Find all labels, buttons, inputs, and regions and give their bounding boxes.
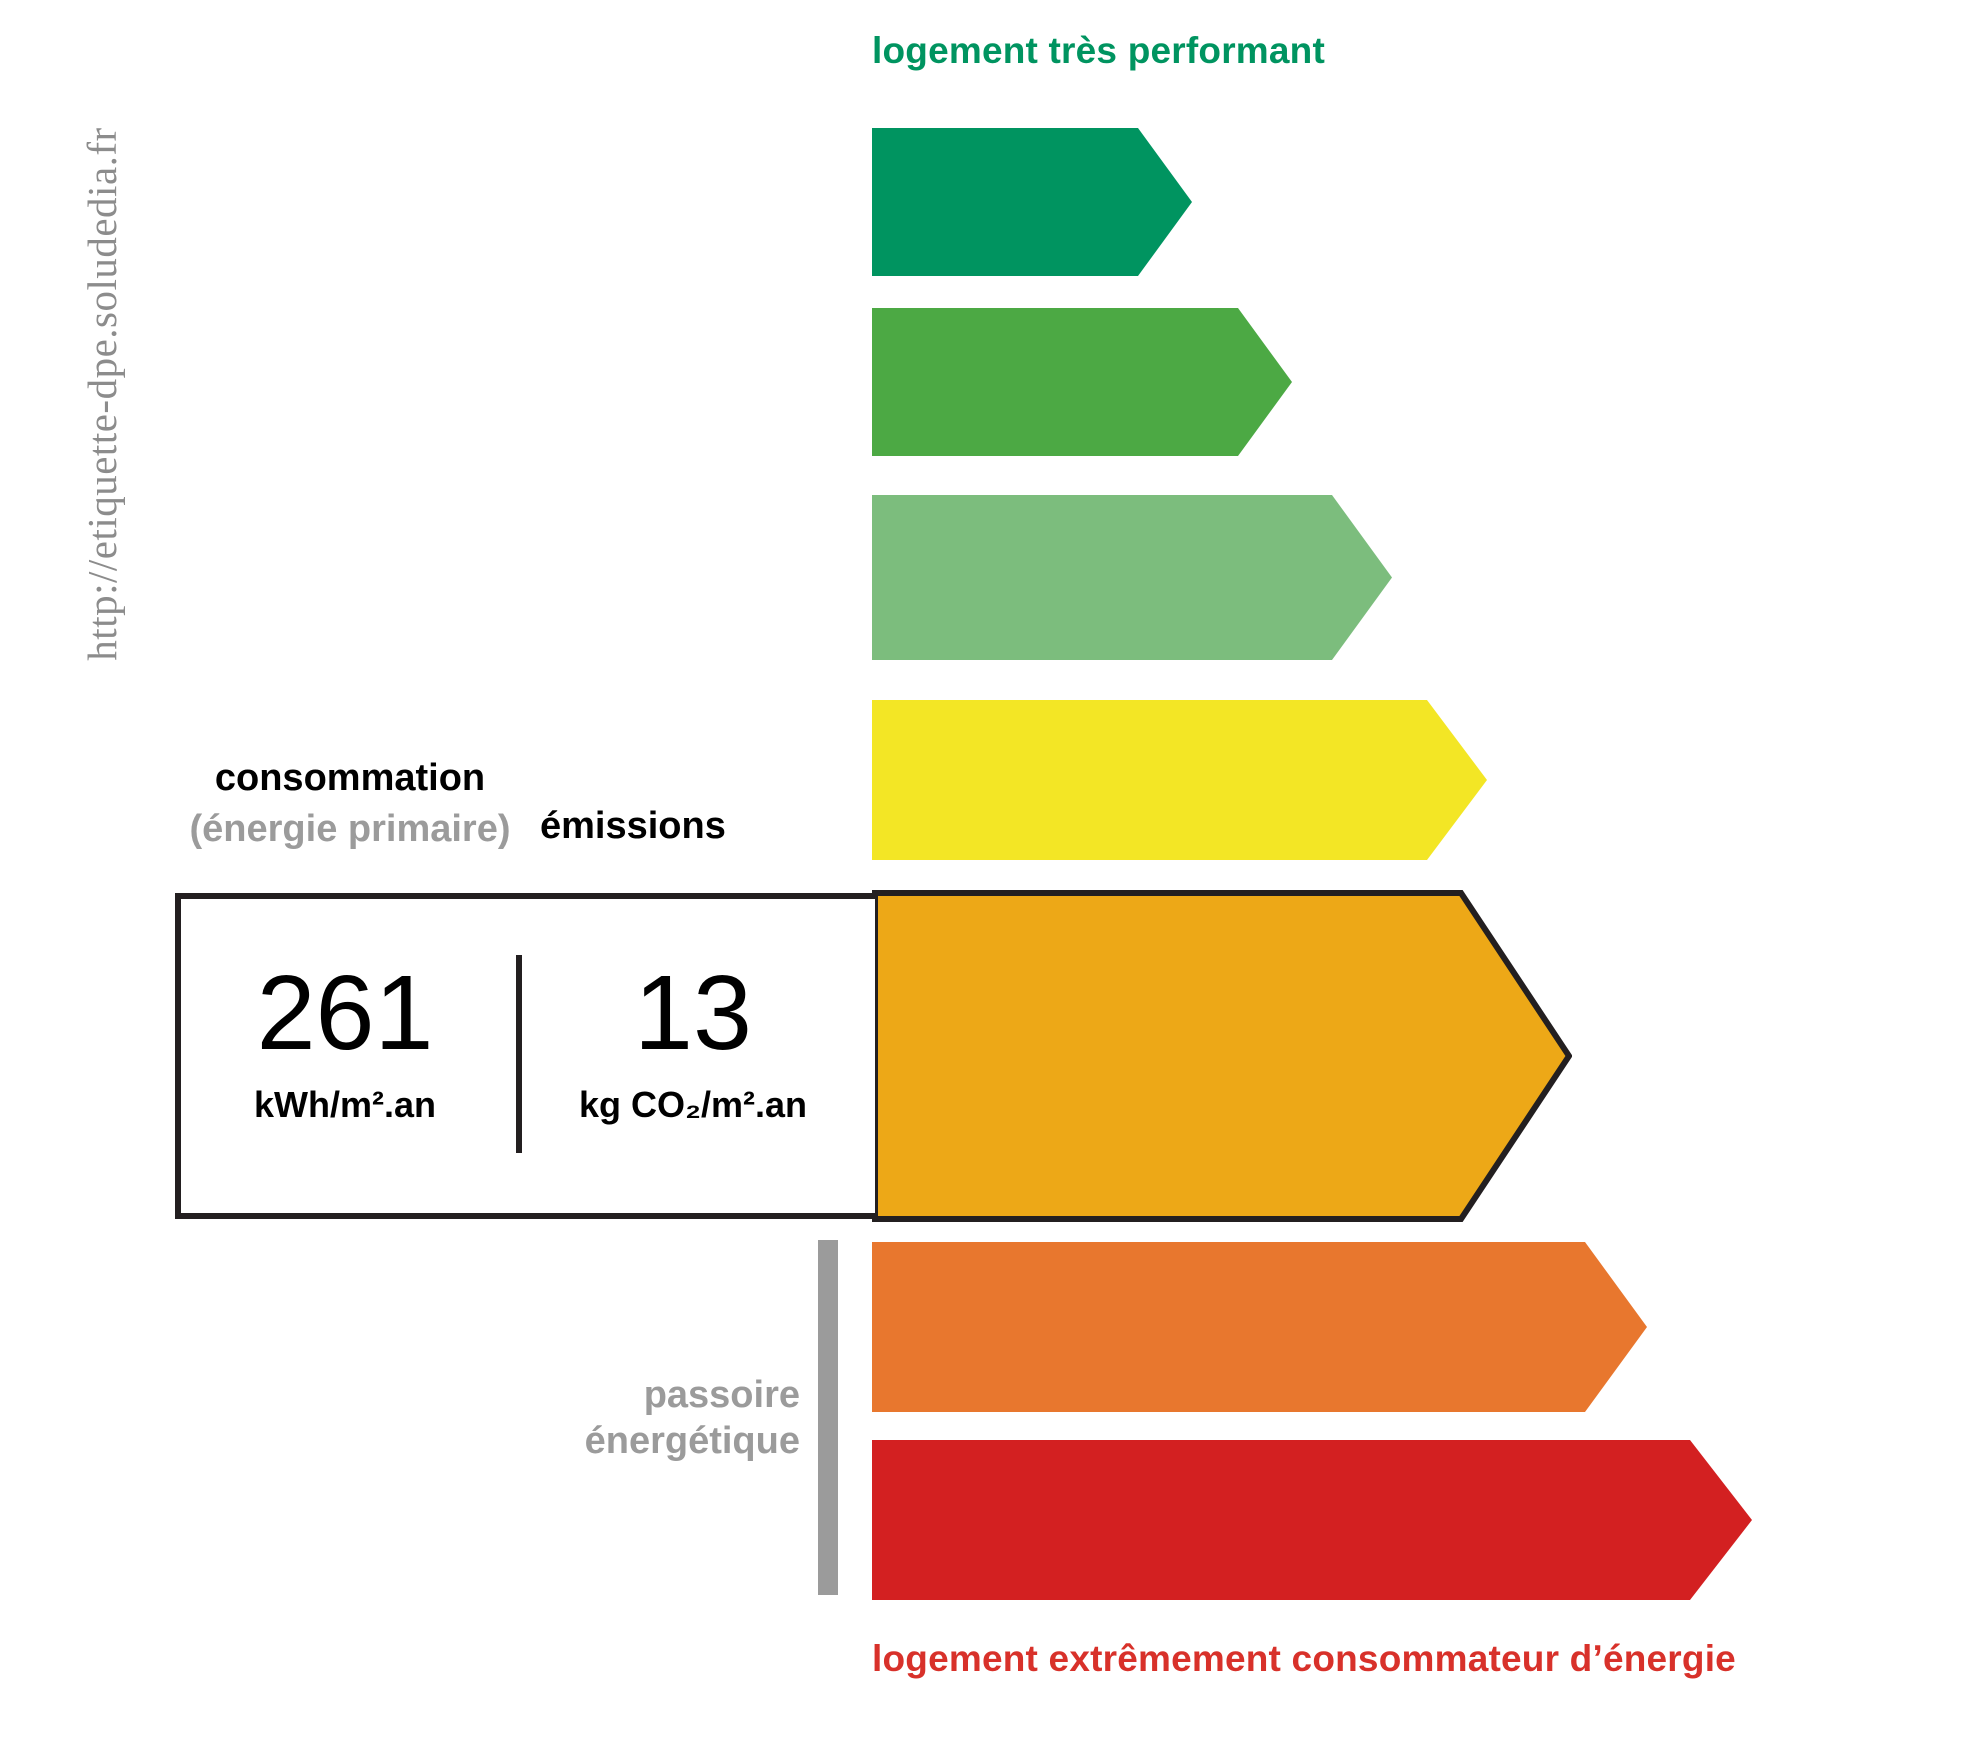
values-panel [175, 893, 875, 1219]
energy-class-row-a[interactable]: A [872, 128, 1192, 276]
energy-class-row-d[interactable]: D [872, 700, 1487, 860]
energy-class-row-g[interactable]: G [872, 1440, 1752, 1600]
values-divider [516, 955, 522, 1153]
energy-class-row-e[interactable]: E [869, 889, 1572, 1222]
consumption-value: 261 [256, 954, 434, 1072]
energy-class-bar-f [872, 1242, 1647, 1412]
consumption-value-block: 261 kWh/m².an [200, 960, 490, 1126]
energy-class-bar-e [872, 890, 1572, 1222]
energy-class-bar-b [872, 308, 1292, 456]
passoire-label-line1: passoire [643, 1374, 800, 1416]
emissions-label: émissions [540, 805, 726, 847]
energy-class-row-f[interactable]: F [872, 1242, 1647, 1412]
consumption-label: consommation (énergie primaire) [170, 757, 530, 851]
energy-class-bar-a [872, 128, 1192, 276]
emissions-unit: kg CO₂/m².an [578, 1084, 808, 1125]
legend-bottom-consommateur: logement extrêmement consommateur d’éner… [872, 1638, 1736, 1679]
consumption-label-secondary: (énergie primaire) [189, 808, 511, 850]
passoire-energetique-label: passoire énergétique [480, 1372, 800, 1465]
consumption-label-primary: consommation [214, 757, 486, 799]
passoire-label-line2: énergétique [584, 1420, 800, 1463]
energy-class-bar-c [872, 495, 1392, 660]
energy-class-row-b[interactable]: B [872, 308, 1292, 456]
passoire-energetique-marker [818, 1240, 838, 1595]
energy-class-bar-d [872, 700, 1487, 860]
energy-class-bar-g [872, 1440, 1752, 1600]
energy-class-row-c[interactable]: C [872, 495, 1392, 660]
legend-top-performant: logement très performant [872, 30, 1325, 71]
emissions-value-block: 13 kg CO₂/m².an [548, 960, 838, 1126]
consumption-unit: kWh/m².an [253, 1084, 436, 1125]
emissions-value: 13 [634, 954, 752, 1072]
